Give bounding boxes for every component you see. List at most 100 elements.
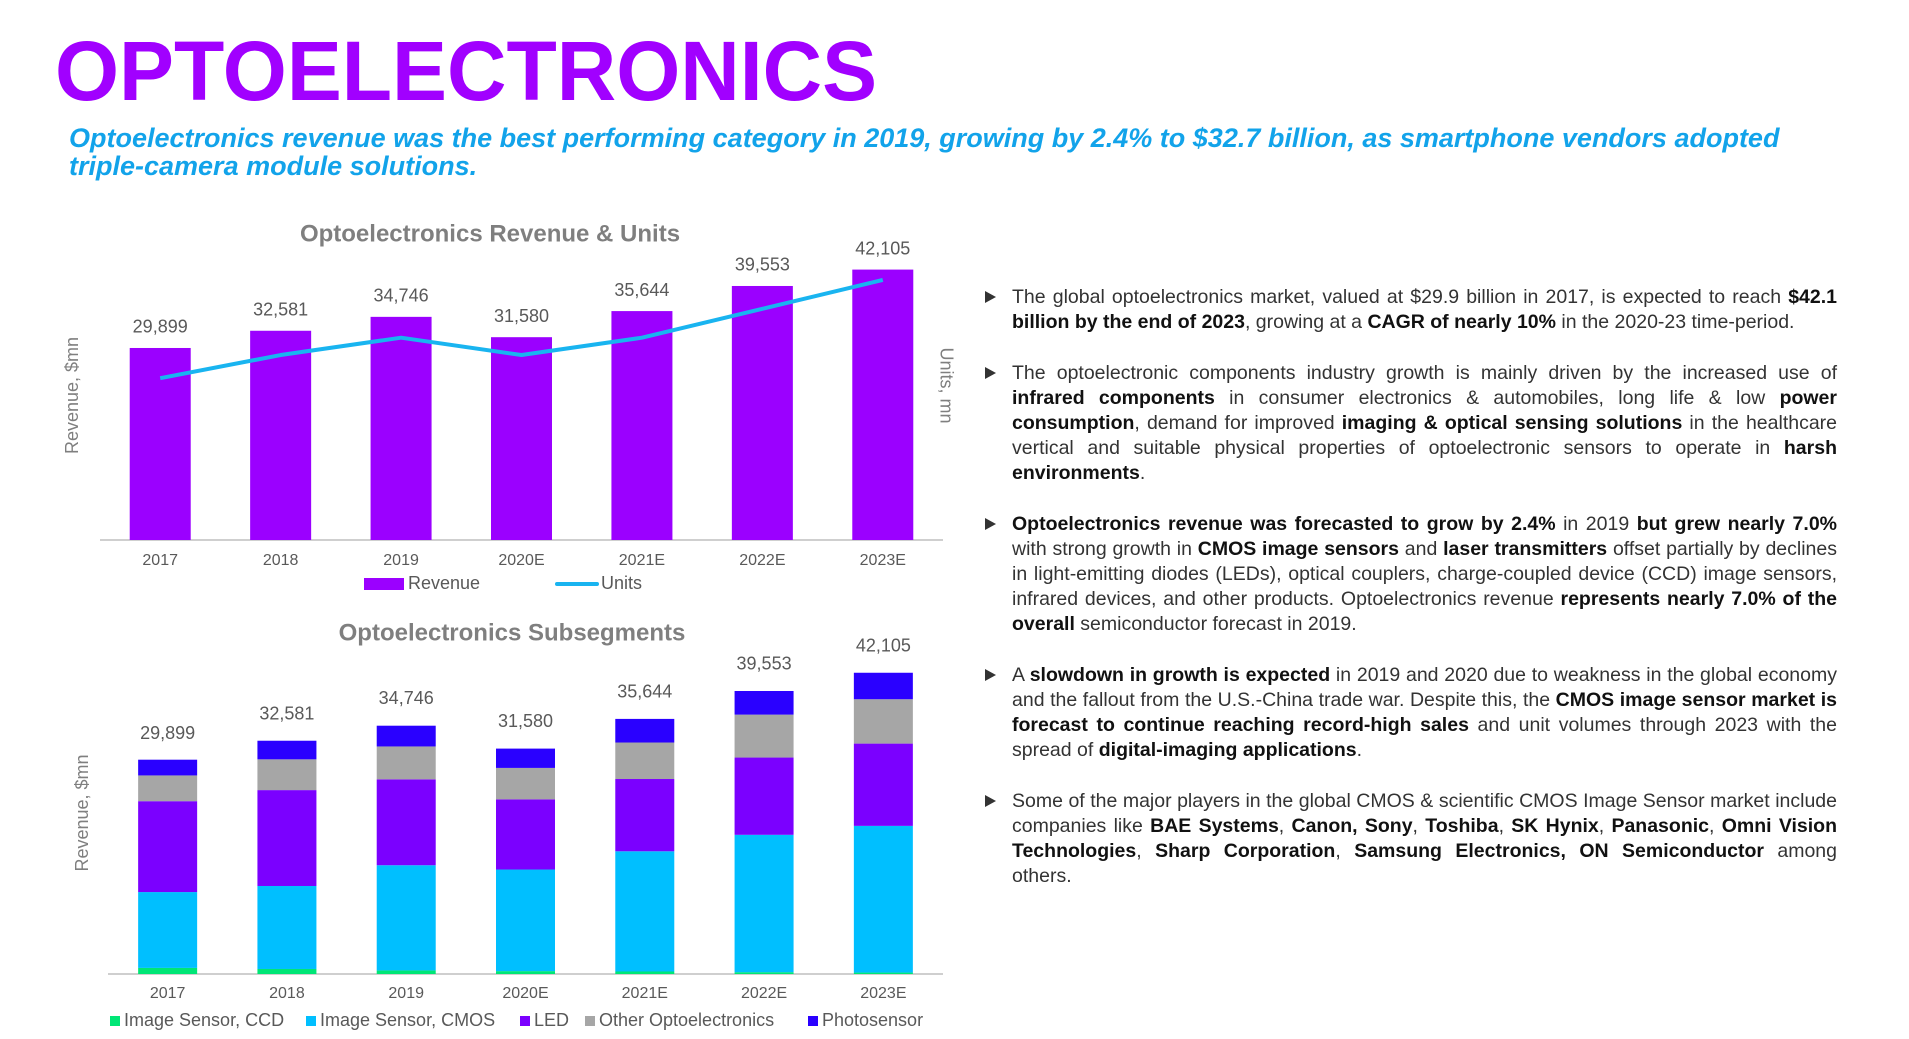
bold-text: SK Hynix bbox=[1511, 815, 1599, 837]
text: A bbox=[1012, 664, 1030, 686]
bullet-arrow bbox=[985, 795, 996, 807]
text: in consumer electronics & automobiles, l… bbox=[1214, 387, 1780, 409]
bold-text: $42.1 billion by the end of 2023 bbox=[1012, 286, 1837, 333]
text: . bbox=[1356, 739, 1363, 761]
bullet-arrow bbox=[985, 669, 996, 681]
bold-text: harsh environments bbox=[1012, 437, 1837, 484]
bold-text: Sharp Corporation bbox=[1155, 840, 1336, 862]
bullet-arrow bbox=[985, 518, 996, 530]
x-tick-label: 2023E bbox=[860, 552, 906, 569]
bold-text: Omni Vision Technologies bbox=[1012, 815, 1837, 862]
bold-text: imaging & optical sensing solutions bbox=[1341, 412, 1683, 434]
x-tick-label: 2018 bbox=[263, 552, 299, 569]
legend-label: Photosensor bbox=[822, 1010, 923, 1030]
value-label: 35,644 bbox=[614, 280, 669, 300]
bullet: The global optoelectronics market, value… bbox=[985, 285, 1837, 335]
legend-swatch bbox=[364, 578, 404, 590]
page-title: OPTOELECTRONICS bbox=[55, 24, 877, 118]
bar-segment bbox=[853, 699, 913, 744]
bullet-arrow bbox=[985, 367, 996, 379]
bar-segment bbox=[138, 775, 198, 802]
bar bbox=[250, 330, 312, 540]
bold-text: digital-imaging applications bbox=[1098, 739, 1357, 761]
total-label: 29,899 bbox=[140, 723, 195, 743]
bar-segment bbox=[615, 742, 675, 780]
bold-text: slowdown in growth is expected bbox=[1029, 664, 1331, 686]
x-tick-label: 2022E bbox=[739, 552, 785, 569]
bar-segment bbox=[138, 892, 198, 968]
x-tick-label: 2021E bbox=[622, 985, 668, 1002]
text: Some of the major players in the global … bbox=[1012, 790, 1837, 837]
text: and unit volumes through 2023 with the s… bbox=[1012, 714, 1837, 761]
bar-segment bbox=[615, 718, 675, 743]
legend-swatch bbox=[306, 1016, 316, 1026]
bar-segment bbox=[376, 746, 436, 780]
x-tick-label: 2019 bbox=[383, 552, 419, 569]
bar-segment bbox=[138, 967, 198, 974]
bar-segment bbox=[496, 748, 555, 768]
bar-segment bbox=[734, 714, 794, 758]
text: , bbox=[1136, 840, 1156, 862]
bar-segment bbox=[376, 725, 436, 747]
subtitle: Optoelectronics revenue was the best per… bbox=[69, 123, 1780, 181]
legend-label: Revenue bbox=[408, 573, 480, 593]
legend-label: Other Optoelectronics bbox=[599, 1010, 774, 1030]
text: . bbox=[1139, 462, 1146, 484]
y2-axis-label: Units, mn bbox=[936, 347, 956, 423]
text: , bbox=[1278, 815, 1292, 837]
total-label: 34,746 bbox=[379, 688, 434, 708]
x-tick-label: 2020E bbox=[502, 985, 548, 1002]
bold-text: laser transmitters bbox=[1443, 538, 1608, 560]
text: The global optoelectronics market, value… bbox=[1012, 286, 1789, 308]
text: and bbox=[1398, 538, 1444, 560]
bar-segment bbox=[496, 767, 555, 800]
legend-swatch bbox=[808, 1016, 818, 1026]
legend-swatch bbox=[585, 1016, 595, 1026]
bullet: Some of the major players in the global … bbox=[985, 789, 1837, 889]
bar-segment bbox=[257, 968, 317, 974]
text: semiconductor forecast in 2019. bbox=[1074, 613, 1357, 635]
chart-title: Optoelectronics Revenue & Units bbox=[300, 220, 680, 247]
bar bbox=[129, 347, 191, 540]
bar-segment bbox=[376, 779, 436, 866]
legend-swatch bbox=[110, 1016, 120, 1026]
bullet: The optoelectronic components industry g… bbox=[985, 361, 1837, 486]
chart-title: Optoelectronics Subsegments bbox=[339, 619, 686, 646]
bar-segment bbox=[496, 869, 555, 972]
bullet-list: The global optoelectronics market, value… bbox=[985, 285, 1837, 915]
x-tick-label: 2017 bbox=[142, 552, 178, 569]
bar-segment bbox=[496, 971, 555, 974]
text: in the 2020-23 time-period. bbox=[1556, 311, 1795, 333]
bold-text: Optoelectronics revenue was forecasted t… bbox=[1012, 513, 1556, 535]
bar-segment bbox=[853, 972, 913, 974]
bold-text: power consumption bbox=[1012, 387, 1837, 434]
bar-segment bbox=[734, 757, 794, 835]
bar-segment bbox=[615, 851, 675, 972]
text: in 2019 bbox=[1555, 513, 1637, 535]
bold-text: Canon, Sony bbox=[1291, 815, 1413, 837]
bar bbox=[370, 316, 432, 540]
value-label: 29,899 bbox=[133, 317, 188, 337]
text: , bbox=[1335, 840, 1355, 862]
legend-swatch bbox=[520, 1016, 530, 1026]
y-axis-label: Revenue, $mn bbox=[62, 337, 82, 454]
x-tick-label: 2021E bbox=[619, 552, 665, 569]
bold-text: BAE Systems bbox=[1150, 815, 1279, 837]
x-tick-label: 2022E bbox=[741, 985, 787, 1002]
bar-segment bbox=[734, 972, 794, 974]
text: , growing at a bbox=[1244, 311, 1368, 333]
bar-segment bbox=[615, 779, 675, 852]
bar bbox=[852, 269, 914, 540]
bold-text: CMOS image sensor market is forecast to … bbox=[1012, 689, 1837, 736]
bar-segment bbox=[138, 801, 198, 893]
total-label: 35,644 bbox=[617, 682, 672, 702]
text: among others. bbox=[1012, 840, 1837, 887]
bold-text: infrared components bbox=[1012, 387, 1215, 409]
text: The optoelectronic components industry g… bbox=[1012, 362, 1837, 384]
value-label: 39,553 bbox=[735, 255, 790, 275]
bold-text: Samsung Electronics, ON Semiconductor bbox=[1354, 840, 1764, 862]
text: , bbox=[1498, 815, 1512, 837]
legend-label: Image Sensor, CMOS bbox=[320, 1010, 495, 1030]
